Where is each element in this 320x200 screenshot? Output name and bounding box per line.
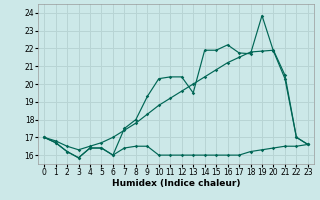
X-axis label: Humidex (Indice chaleur): Humidex (Indice chaleur) [112,179,240,188]
